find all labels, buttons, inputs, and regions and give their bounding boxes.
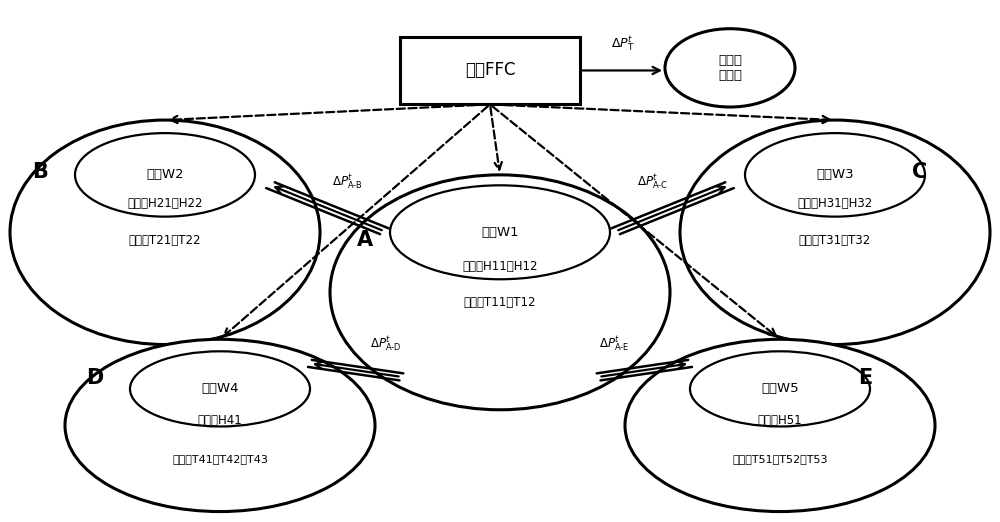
Text: B: B	[32, 162, 48, 182]
Ellipse shape	[745, 133, 925, 217]
Text: 水电厂H21、H22: 水电厂H21、H22	[127, 197, 203, 210]
Text: 水电厂H41: 水电厂H41	[198, 414, 242, 426]
Text: 直调W3: 直调W3	[816, 169, 854, 181]
Text: 直调W4: 直调W4	[201, 383, 239, 395]
Text: $\Delta P_{\mathrm{T}}^{t}$: $\Delta P_{\mathrm{T}}^{t}$	[611, 35, 634, 54]
Text: C: C	[912, 162, 928, 182]
Text: A: A	[357, 230, 373, 250]
Text: 水电厂H51: 水电厂H51	[758, 414, 802, 426]
Ellipse shape	[75, 133, 255, 217]
Text: 直调W1: 直调W1	[481, 226, 519, 239]
Text: E: E	[858, 369, 872, 388]
Ellipse shape	[10, 120, 320, 345]
Ellipse shape	[65, 339, 375, 512]
Ellipse shape	[390, 185, 610, 279]
Text: $\Delta P_{\mathrm{A\text{-}C}}^{t}$: $\Delta P_{\mathrm{A\text{-}C}}^{t}$	[637, 173, 668, 192]
Ellipse shape	[690, 351, 870, 426]
Text: 火电厂T41、T42、T43: 火电厂T41、T42、T43	[172, 454, 268, 465]
Text: 水电厂H31、H32: 水电厂H31、H32	[797, 197, 873, 210]
FancyBboxPatch shape	[400, 37, 580, 104]
Text: 火电厂T21、T22: 火电厂T21、T22	[129, 234, 201, 246]
Text: 水电厂H11、H12: 水电厂H11、H12	[462, 260, 538, 272]
Text: 特高压
联络线: 特高压 联络线	[718, 54, 742, 82]
Text: $\Delta P_{\mathrm{A\text{-}B}}^{t}$: $\Delta P_{\mathrm{A\text{-}B}}^{t}$	[332, 173, 363, 192]
Ellipse shape	[625, 339, 935, 512]
Text: $\Delta P_{\mathrm{A\text{-}E}}^{t}$: $\Delta P_{\mathrm{A\text{-}E}}^{t}$	[599, 335, 630, 353]
Text: 火电厂T51、T52、T53: 火电厂T51、T52、T53	[732, 454, 828, 465]
Text: 火电厂T11、T12: 火电厂T11、T12	[464, 296, 536, 309]
Text: 直调FFC: 直调FFC	[465, 62, 515, 79]
Ellipse shape	[665, 29, 795, 107]
Ellipse shape	[330, 175, 670, 410]
Ellipse shape	[680, 120, 990, 345]
Text: $\Delta P_{\mathrm{A\text{-}D}}^{t}$: $\Delta P_{\mathrm{A\text{-}D}}^{t}$	[370, 335, 401, 353]
Ellipse shape	[130, 351, 310, 426]
Text: 直调W5: 直调W5	[761, 383, 799, 395]
Text: 火电厂T31、T32: 火电厂T31、T32	[799, 234, 871, 246]
Text: 直调W2: 直调W2	[146, 169, 184, 181]
Text: D: D	[86, 369, 104, 388]
